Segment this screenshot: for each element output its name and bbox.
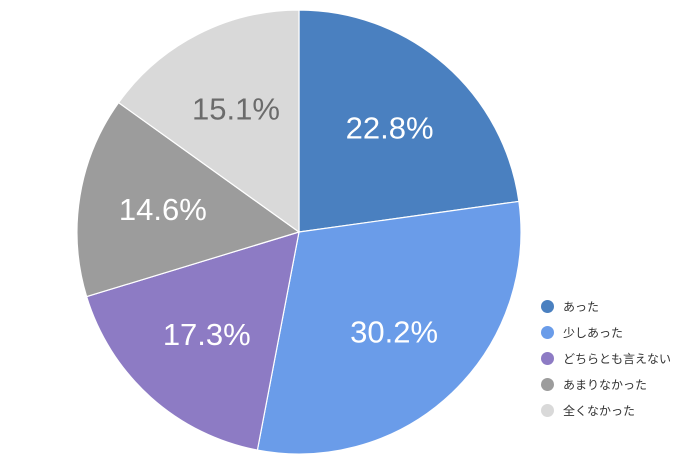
legend-item-atta: あった (541, 293, 671, 319)
legend-label: あった (563, 299, 600, 314)
legend-label: 少しあった (563, 325, 624, 340)
legend-swatch-icon (541, 325, 554, 339)
legend-item-amari-nakatta: あまりなかった (541, 371, 671, 397)
legend-item-dochira-tomo-ienai: どちらとも言えない (541, 345, 671, 371)
pie-slice-dochira-tomo-ienai (85, 231, 300, 451)
slice-label-sukoshi-atta: 30.2% (350, 315, 438, 350)
slice-label-mattaku-nakatta: 15.1% (192, 92, 280, 127)
legend-swatch-icon (541, 299, 554, 313)
pie-slice-amari-nakatta (76, 101, 301, 298)
legend-swatch-icon (541, 403, 554, 417)
chart-legend: あった少しあったどちらとも言えない あまりなかった 全くなかった (541, 293, 671, 423)
pie-slice-labels: 22.8% 30.2% 17.3% 14.6% 15.1% (119, 92, 438, 352)
legend-label: あまりなかった (563, 377, 648, 392)
legend-item-sukoshi-atta: 少しあった (541, 319, 671, 345)
legend-swatch-icon (541, 351, 554, 365)
pie-slices (76, 9, 522, 455)
legend-swatch-icon (541, 377, 554, 391)
slice-label-amari-nakatta: 14.6% (119, 192, 207, 227)
slice-label-atta: 22.8% (346, 110, 434, 145)
legend-item-mattaku-nakatta: 全くなかった (541, 397, 671, 423)
legend-label: 全くなかった (563, 403, 636, 418)
pie-slice-sukoshi-atta (256, 200, 522, 455)
legend-label: どちらとも言えない (563, 351, 672, 366)
pie-slice-mattaku-nakatta (117, 9, 300, 234)
slice-label-dochira-tomo-ienai: 17.3% (163, 317, 251, 352)
pie-slice-atta (298, 9, 520, 233)
